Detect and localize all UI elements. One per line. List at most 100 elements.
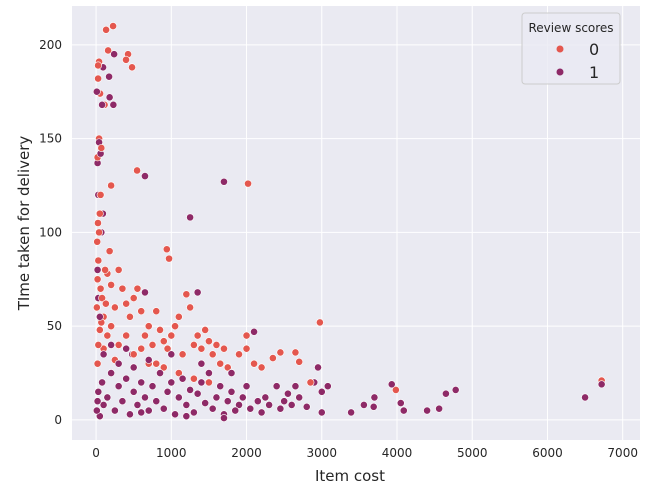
data-point-score-1 [238,393,247,402]
data-point-score-0 [156,326,164,334]
data-point-score-1 [223,397,232,406]
data-point-score-1 [261,393,270,402]
data-point-score-0 [129,350,138,359]
legend-label-0: 0 [589,40,599,59]
data-point-score-1 [227,369,236,377]
data-point-score-1 [178,374,187,383]
data-point-score-0 [306,378,315,387]
data-point-score-0 [122,331,131,340]
data-point-score-0 [242,331,251,340]
data-point-score-0 [205,337,213,346]
data-point-score-0 [141,331,149,340]
data-point-score-0 [128,63,136,72]
data-point-score-0 [152,359,161,368]
x-axis-label: Item cost [315,467,385,485]
legend-label-1: 1 [589,63,599,82]
data-point-score-0 [163,344,172,353]
y-tick-label: 0 [54,413,62,427]
data-point-score-0 [152,307,161,316]
data-point-score-1 [302,402,311,411]
data-point-score-1 [186,386,195,394]
data-point-score-0 [291,348,300,357]
data-point-score-1 [141,172,149,181]
data-point-score-0 [133,166,141,175]
data-point-score-0 [205,378,213,387]
data-point-score-1 [246,404,255,413]
data-point-score-1 [220,177,228,186]
data-point-score-1 [174,393,183,402]
tick-labels: 0 1000 2000 3000 4000 5000 6000 700005010015020… [39,38,638,460]
x-tick-label: 4000 [382,446,413,460]
data-point-score-1 [141,288,149,297]
data-point-score-1 [242,382,251,391]
data-point-score-0 [182,290,191,299]
data-point-score-0 [97,144,106,152]
data-point-score-1 [197,359,206,368]
legend-marker-1 [556,68,564,76]
data-point-score-1 [110,406,119,415]
data-point-score-1 [93,265,102,274]
data-point-score-1 [93,397,102,406]
data-point-score-0 [96,284,105,293]
data-point-score-1 [94,387,103,396]
data-point-score-1 [317,387,326,396]
data-point-score-0 [101,265,110,274]
data-point-score-0 [174,312,183,321]
data-point-score-0 [391,386,400,394]
data-point-score-1 [98,100,106,109]
x-tick-label: 0 [92,446,100,460]
data-point-score-1 [369,402,378,411]
y-tick-label: 100 [39,225,62,239]
data-point-score-1 [387,380,396,389]
data-point-score-0 [268,354,277,362]
data-point-score-0 [104,46,113,55]
data-point-score-0 [159,363,168,372]
data-point-score-0 [114,265,123,274]
data-point-score-1 [103,393,112,402]
data-point-score-0 [137,307,146,316]
data-point-score-1 [189,408,198,417]
data-point-score-1 [152,397,161,406]
data-point-score-1 [581,393,589,402]
data-point-score-1 [114,359,123,368]
x-tick-label: 7000 [607,446,638,460]
data-point-score-1 [118,397,127,406]
data-point-score-0 [178,350,187,359]
legend-box [521,12,621,85]
data-point-score-1 [435,404,444,413]
data-point-score-1 [122,374,131,383]
data-point-score-1 [227,387,236,396]
data-point-score-0 [171,322,179,331]
data-point-score-0 [93,275,102,284]
data-point-score-0 [107,322,116,331]
data-point-score-1 [92,87,101,96]
data-point-score-1 [451,386,460,394]
data-point-score-1 [133,401,142,409]
data-point-score-1 [231,406,240,415]
y-tick-label: 150 [39,132,62,146]
legend-title: Review scores [528,21,613,35]
data-point-score-0 [95,326,104,334]
data-point-score-1 [109,100,118,109]
data-point-score-1 [156,369,164,377]
data-point-score-1 [442,389,450,398]
data-point-score-1 [92,406,101,415]
data-point-score-0 [250,359,258,368]
data-point-score-1 [220,414,228,422]
data-point-score-1 [129,363,138,372]
data-point-score-1 [287,401,296,409]
data-point-score-0 [94,61,103,70]
data-point-score-0 [148,341,157,349]
y-axis-label: TIme taken for delivery [15,136,33,312]
data-point-score-0 [95,228,103,237]
data-point-score-0 [144,322,153,331]
data-point-score-1 [597,380,606,389]
data-point-score-1 [347,408,356,417]
data-point-score-0 [165,254,173,263]
data-point-score-1 [129,387,138,396]
data-point-score-0 [315,318,324,327]
data-point-score-0 [197,344,206,353]
data-point-score-1 [182,401,191,409]
data-point-score-1 [396,399,405,407]
